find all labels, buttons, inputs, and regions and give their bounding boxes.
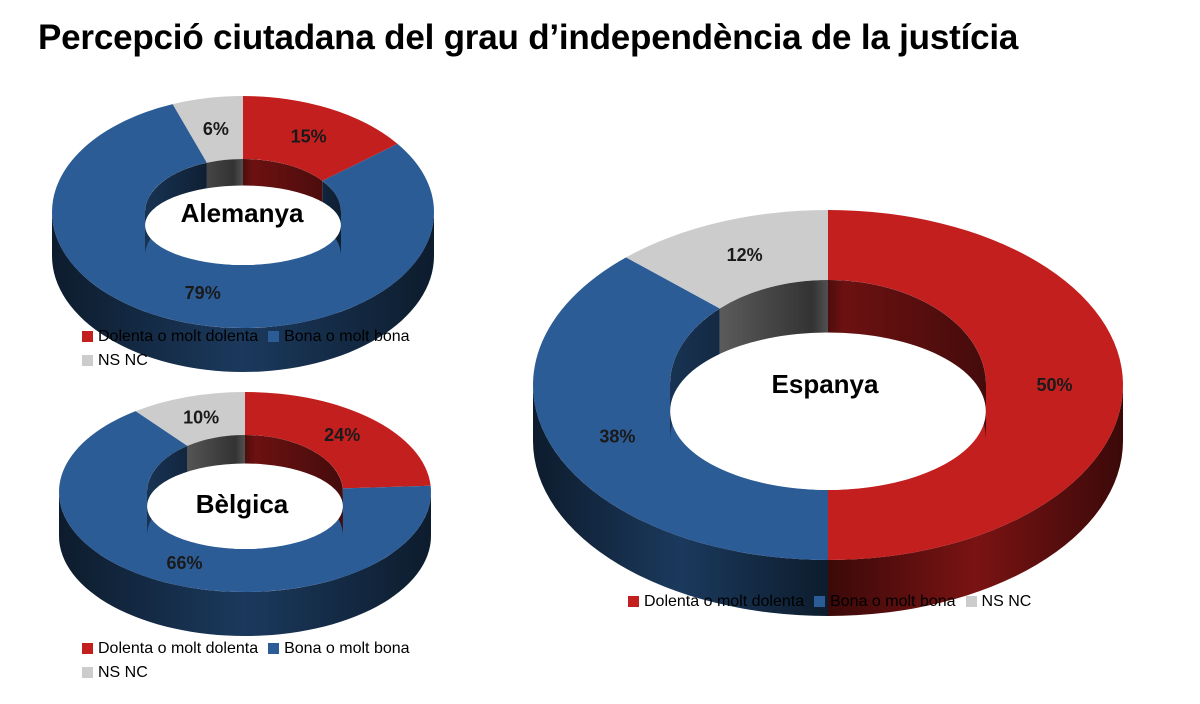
slice-ns-nc (626, 210, 828, 309)
data-label: 66% (166, 553, 202, 573)
slice-ns-nc (172, 96, 243, 163)
outer-wall-1 (59, 492, 431, 636)
page-title: Percepció ciutadana del grau d’independè… (38, 18, 1019, 57)
legend-label: Dolenta o molt dolenta (644, 593, 805, 610)
data-label: 6% (203, 119, 229, 139)
outer-wall-1 (533, 385, 828, 616)
legend-item: Bona o molt bona (814, 590, 956, 613)
data-label: 38% (599, 427, 635, 447)
legend-item: Dolenta o molt dolenta (628, 590, 804, 613)
inner-wall-0 (828, 280, 986, 441)
legend-item: Dolenta o molt dolenta (82, 325, 258, 348)
data-label: 50% (1036, 375, 1072, 395)
hole-floor (147, 463, 343, 549)
legend-row: NS NC (82, 661, 462, 685)
legend-item: NS NC (82, 661, 148, 684)
legend-item: Dolenta o molt dolenta (82, 637, 258, 660)
legend-item: Bona o molt bona (268, 637, 410, 660)
legend-label: NS NC (98, 352, 148, 369)
donut-chart-1: Alemanya 15% 79% 6% (51, 96, 434, 372)
slice-bona-o-molt-bona (51, 104, 434, 328)
chart-title: Bèlgica (196, 489, 289, 519)
data-label: 12% (727, 245, 763, 265)
legend-swatch (268, 331, 280, 342)
slice-dolenta-o-molt-dolenta (245, 392, 431, 489)
legend-swatch (82, 355, 93, 366)
outer-wall-1 (52, 212, 434, 372)
legend-espanya: Dolenta o molt dolenta Bona o molt bona NS… (628, 590, 1088, 614)
legend-item: Bona o molt bona (268, 325, 410, 348)
data-label: 10% (183, 407, 219, 427)
legend-swatch (628, 596, 639, 607)
legend-label: Dolenta o molt dolenta (98, 328, 259, 345)
chart-title: Alemanya (181, 198, 304, 228)
legend-label: NS NC (981, 593, 1032, 610)
legend-swatch (82, 667, 93, 678)
chart-title: Espanya (772, 369, 879, 399)
legend-belgica: Dolenta o molt dolenta Bona o molt bona NS… (82, 637, 462, 685)
data-label: 79% (185, 283, 221, 303)
hole-floor (145, 185, 341, 265)
slice-ns-nc (135, 392, 245, 446)
legend-label: Bona o molt bona (830, 593, 956, 610)
inner-wall-2 (719, 280, 828, 365)
legend-swatch (268, 643, 280, 654)
legend-label: Dolenta o molt dolenta (98, 640, 259, 657)
slice-bona-o-molt-bona (533, 257, 828, 560)
legend-swatch (814, 596, 826, 607)
donut-chart-2: Bèlgica 24% 66% 10% (58, 392, 431, 636)
legend-swatch (82, 643, 93, 654)
slice-bona-o-molt-bona (58, 411, 431, 593)
legend-label: Bona o molt bona (284, 640, 410, 657)
hole-floor (670, 332, 986, 490)
legend-label: Bona o molt bona (284, 328, 410, 345)
donut-chart-3: Espanya 50% 38% 12% (533, 210, 1123, 616)
slice-dolenta-o-molt-dolenta (828, 210, 1123, 560)
legend-label: NS NC (98, 664, 148, 681)
slice-dolenta-o-molt-dolenta (243, 96, 398, 181)
data-label: 24% (324, 425, 360, 445)
legend-item: NS NC (965, 590, 1032, 613)
outer-wall-0 (828, 385, 1123, 616)
legend-row: NS NC (82, 349, 462, 373)
legend-swatch (965, 596, 977, 607)
legend-alemanya: Dolenta o molt dolenta Bona o molt bona NS… (82, 325, 462, 373)
legend-item: NS NC (82, 349, 148, 372)
data-label: 15% (291, 127, 327, 147)
legend-swatch (82, 331, 93, 342)
